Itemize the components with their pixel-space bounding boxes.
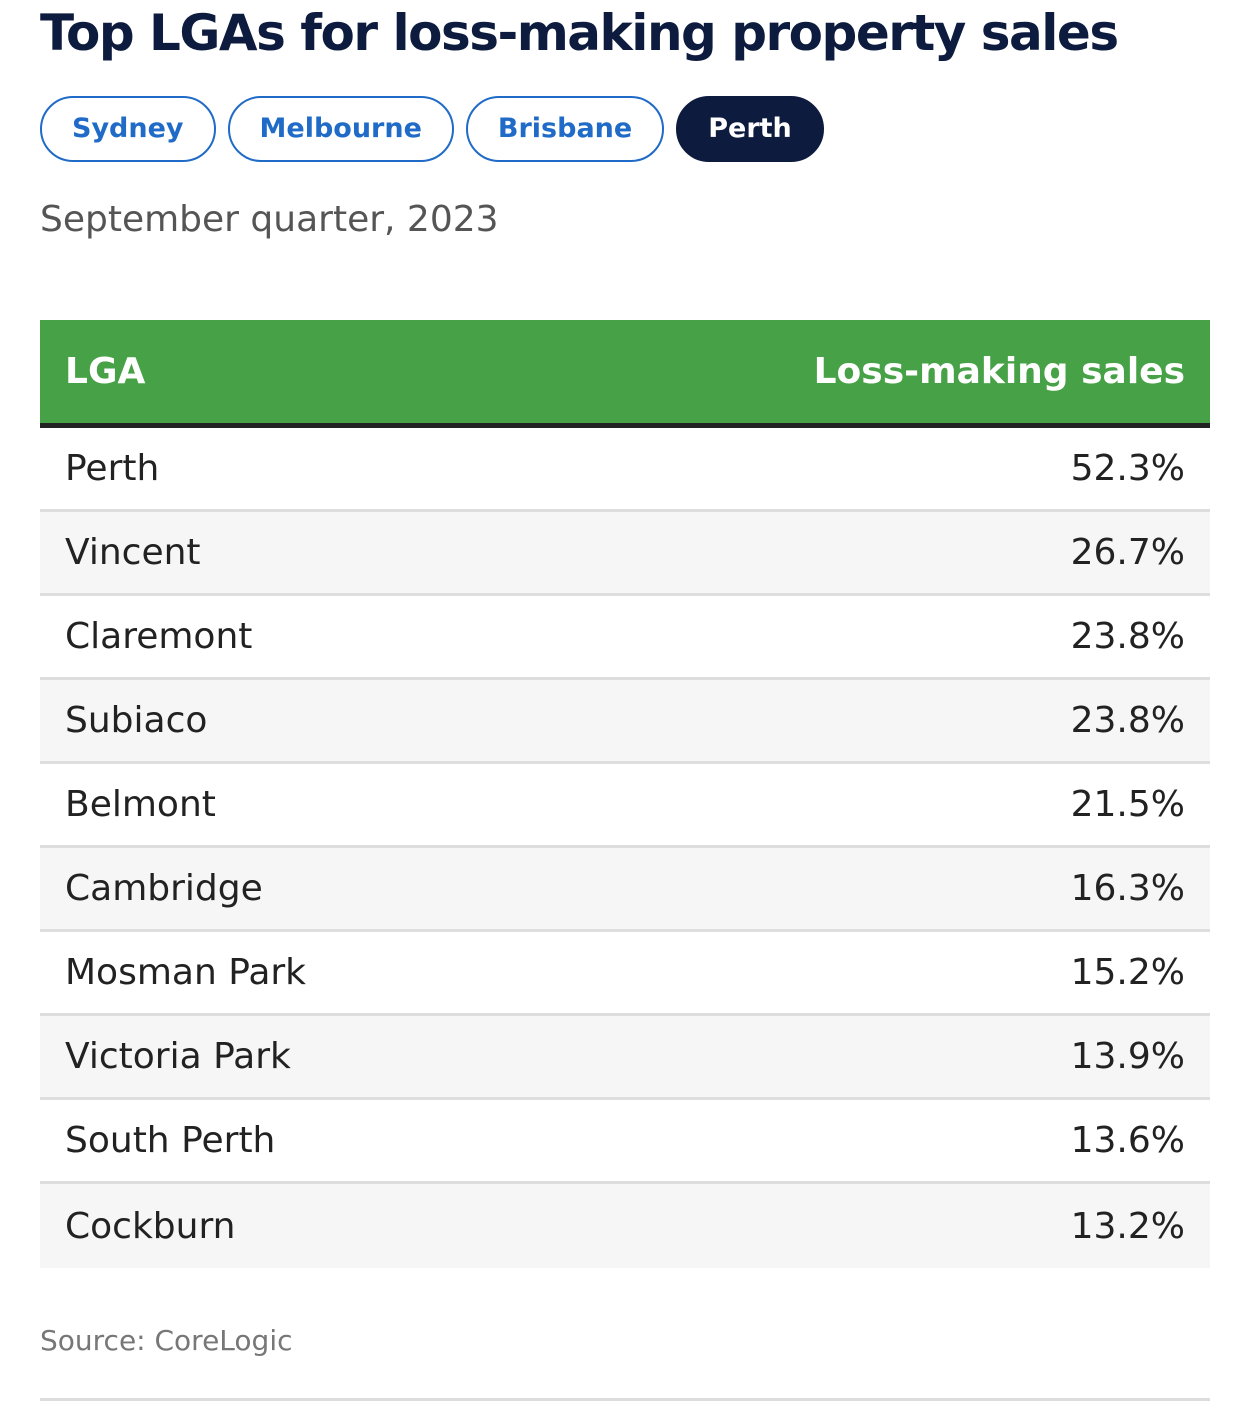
loss-making-sales-cell: 13.9% [1070, 1036, 1185, 1077]
lga-cell: Subiaco [65, 700, 208, 741]
tab-sydney[interactable]: Sydney [40, 96, 216, 162]
bottom-divider [40, 1398, 1210, 1401]
table-row: Cambridge 16.3% [40, 848, 1210, 932]
lga-cell: Belmont [65, 784, 216, 825]
loss-making-sales-cell: 52.3% [1070, 448, 1185, 489]
data-table: LGA Loss-making sales Perth 52.3% Vincent 2… [40, 320, 1210, 1268]
loss-making-sales-cell: 26.7% [1070, 532, 1185, 573]
lga-cell: Cambridge [65, 868, 263, 909]
lga-cell: South Perth [65, 1120, 276, 1161]
table-row: Belmont 21.5% [40, 764, 1210, 848]
column-header-loss-making-sales: Loss-making sales [813, 351, 1185, 392]
table-row: Mosman Park 15.2% [40, 932, 1210, 1016]
lga-cell: Perth [65, 448, 160, 489]
lga-cell: Claremont [65, 616, 253, 657]
table-row: Vincent 26.7% [40, 512, 1210, 596]
lga-cell: Cockburn [65, 1205, 236, 1247]
loss-making-sales-cell: 13.6% [1070, 1120, 1185, 1161]
loss-making-sales-cell: 21.5% [1070, 784, 1185, 825]
lga-cell: Mosman Park [65, 952, 307, 993]
city-tabs: Sydney Melbourne Brisbane Perth [40, 96, 824, 162]
table-row: Claremont 23.8% [40, 596, 1210, 680]
table-header: LGA Loss-making sales [40, 320, 1210, 428]
tab-brisbane[interactable]: Brisbane [465, 96, 665, 162]
loss-making-sales-cell: 23.8% [1070, 616, 1185, 657]
loss-making-sales-cell: 15.2% [1070, 952, 1185, 993]
tab-melbourne[interactable]: Melbourne [227, 96, 454, 162]
column-header-lga: LGA [65, 351, 146, 392]
table-row: Victoria Park 13.9% [40, 1016, 1210, 1100]
loss-making-sales-cell: 16.3% [1070, 868, 1185, 909]
chart-subtitle: September quarter, 2023 [40, 199, 499, 240]
table-row: Perth 52.3% [40, 428, 1210, 512]
chart-title: Top LGAs for loss-making property sales [40, 4, 1119, 62]
table-body: Perth 52.3% Vincent 26.7% Claremont 23.8% Subi… [40, 428, 1210, 1268]
loss-making-sales-cell: 13.2% [1070, 1205, 1185, 1247]
table-row: South Perth 13.6% [40, 1100, 1210, 1184]
source-note: Source: CoreLogic [40, 1324, 293, 1357]
table-row: Subiaco 23.8% [40, 680, 1210, 764]
lga-cell: Victoria Park [65, 1036, 291, 1077]
loss-making-sales-cell: 23.8% [1070, 700, 1185, 741]
lga-cell: Vincent [65, 532, 201, 573]
table-row: Cockburn 13.2% [40, 1184, 1210, 1268]
tab-perth[interactable]: Perth [676, 96, 824, 162]
